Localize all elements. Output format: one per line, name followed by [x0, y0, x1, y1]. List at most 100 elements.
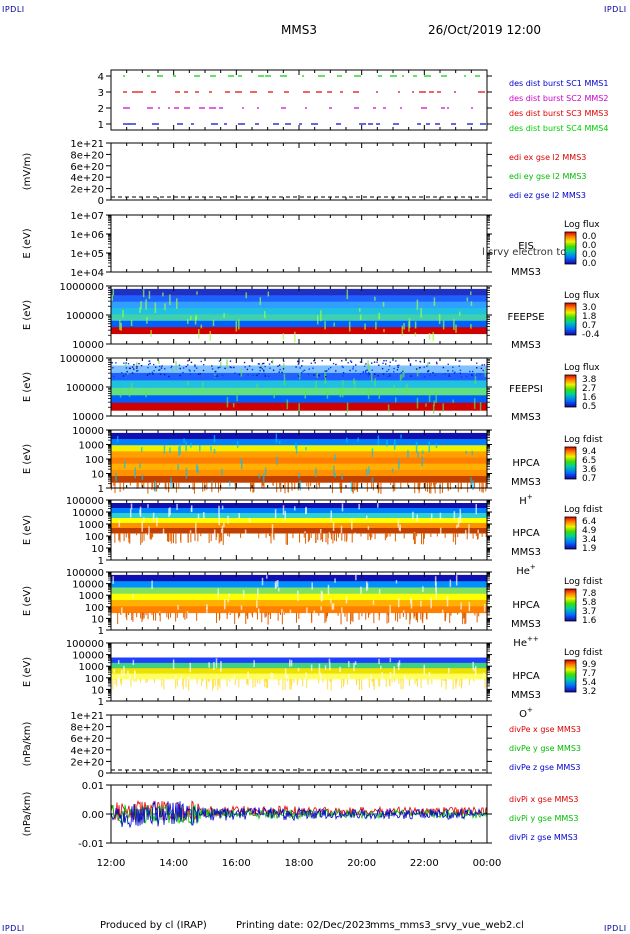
- feepsi-dot: [268, 363, 271, 365]
- heatmap-tail-hpca_h: [279, 482, 281, 488]
- heatmap-tail-hpca_h: [449, 482, 451, 490]
- y-tick-label-hpca_h: 1: [98, 484, 104, 495]
- heatmap-speckle-hpca_he: [189, 530, 192, 535]
- colorbar-value-hpca_he2: 7.8: [582, 589, 597, 599]
- footer-produced-by: Produced by cl (IRAP): [100, 920, 207, 931]
- heatmap-band-feepsi: [111, 387, 487, 396]
- feepsi-dot: [459, 369, 462, 371]
- feepsi-dot: [193, 370, 196, 372]
- heatmap-tail-hpca_o: [444, 678, 446, 682]
- heatmap-speckle-hpca_o: [366, 677, 368, 687]
- spacecraft-label-eis: MMS3: [511, 267, 541, 278]
- heatmap-speckle-hpca_he2: [327, 584, 330, 595]
- heatmap-speckle-hpca_he2: [378, 589, 381, 594]
- heatmap-speckle-feepsi: [226, 396, 229, 408]
- heatmap-speckle-hpca_o: [208, 662, 210, 668]
- heatmap-tail-hpca_h: [340, 482, 342, 493]
- heatmap-speckle-hpca_he2: [227, 598, 229, 603]
- heatmap-tail-hpca_o: [238, 678, 240, 688]
- heatmap-speckle-hpca_h: [357, 437, 359, 442]
- colorbar-hpca_o: [564, 659, 577, 693]
- heatmap-speckle-hpca_h: [415, 442, 418, 453]
- heatmap-tail-hpca_o: [163, 678, 165, 690]
- heatmap-band-hpca_h: [111, 451, 487, 459]
- heatmap-speckle-hpca_he: [197, 513, 200, 520]
- heatmap-tail-hpca_he2: [326, 612, 328, 619]
- heatmap-tail-hpca_h: [310, 482, 312, 487]
- heatmap-tail-hpca_he: [118, 533, 120, 541]
- colorbar-title-eis: Log flux: [564, 220, 600, 230]
- heatmap-tail-hpca_he: [477, 533, 479, 539]
- heatmap-speckle-hpca_o: [353, 662, 355, 672]
- heatmap-tail-hpca_o: [246, 678, 248, 685]
- heatmap-speckle-hpca_he: [139, 509, 141, 515]
- heatmap-tail-hpca_he: [216, 533, 218, 538]
- heatmap-tail-hpca_o: [372, 678, 374, 687]
- heatmap-tail-hpca_o: [420, 678, 422, 689]
- heatmap-tail-hpca_he2: [387, 612, 389, 616]
- heatmap-tail-hpca_he: [394, 533, 396, 542]
- feepsi-dot: [199, 373, 202, 375]
- feepsi-dot: [363, 365, 366, 367]
- heatmap-speckle-hpca_o: [381, 672, 383, 682]
- feepsi-dot: [200, 360, 202, 363]
- legend-divpe-2: divPe z gse MMS3: [509, 763, 580, 772]
- heatmap-tail-hpca_he: [168, 533, 170, 542]
- y-tick-label-hpca_he2: 10: [91, 614, 104, 625]
- heatmap-speckle-feepsi: [416, 368, 419, 377]
- feepsi-dot: [247, 374, 249, 376]
- heatmap-tail-hpca_he2: [337, 612, 339, 616]
- legend-burst-2: des dist burst SC3 MMS3: [509, 109, 608, 118]
- heatmap-tail-hpca_he2: [405, 612, 407, 620]
- heatmap-tail-hpca_h: [467, 482, 469, 493]
- heatmap-tail-hpca_he2: [325, 612, 327, 622]
- y-tick-label-divpe: 4e+20: [70, 746, 104, 757]
- feepsi-dot: [197, 373, 200, 375]
- feepsi-dot: [426, 365, 428, 367]
- colorbar-value-feepse: 1.8: [582, 312, 597, 322]
- feepsi-dot: [297, 363, 300, 365]
- heatmap-tail-hpca_he2: [402, 612, 404, 617]
- heatmap-tail-hpca_he: [200, 533, 202, 537]
- feepsi-dot: [365, 363, 367, 365]
- heatmap-tail-hpca_h: [291, 482, 293, 485]
- heatmap-tail-hpca_he: [292, 533, 294, 539]
- heatmap-tail-hpca_o: [176, 678, 178, 686]
- heatmap-speckle-feepsi: [473, 398, 476, 409]
- feepsi-dot: [131, 372, 134, 374]
- heatmap-speckle-hpca_h: [213, 448, 216, 454]
- heatmap-band-hpca_o: [111, 673, 487, 680]
- feepsi-dot: [194, 365, 196, 368]
- heatmap-speckle-hpca_h: [417, 451, 419, 458]
- feepsi-dot: [366, 373, 368, 375]
- panel-burst: 4 3 2 1 des dist burst SC1 MMS1 des dist burs…: [98, 69, 608, 133]
- heatmap-tail-hpca_he: [172, 533, 174, 542]
- heatmap-band-hpca_he: [111, 518, 487, 524]
- heatmap-speckle-feepse: [320, 310, 322, 322]
- heatmap-tail-hpca_o: [182, 678, 184, 687]
- heatmap-speckle-hpca_he2: [289, 609, 292, 617]
- heatmap-speckle-hpca_he: [274, 509, 277, 519]
- heatmap-tail-hpca_he: [472, 533, 474, 539]
- feepsi-dot: [297, 374, 300, 377]
- y-tick-label-burst: 1: [98, 120, 104, 131]
- heatmap-speckle-feepse: [401, 325, 404, 336]
- heatmap-tail-hpca_he: [190, 533, 192, 543]
- feepsi-dot: [202, 369, 205, 372]
- feepsi-dot: [138, 362, 140, 365]
- heatmap-tail-hpca_o: [212, 678, 214, 691]
- heatmap-speckle-hpca_h: [334, 454, 336, 461]
- heatmap-speckle-hpca_o: [389, 658, 392, 663]
- heatmap-speckle-hpca_h: [371, 477, 374, 483]
- feepsi-dot: [349, 360, 352, 362]
- feepsi-dot: [194, 364, 196, 366]
- heatmap-speckle-hpca_o: [270, 672, 273, 679]
- heatmap-tail-hpca_he2: [397, 612, 399, 622]
- feepsi-dot: [251, 360, 253, 362]
- heatmap-tail-hpca_o: [372, 678, 374, 682]
- heatmap-tail-hpca_o: [302, 678, 304, 687]
- feepsi-dot: [368, 373, 371, 375]
- feepsi-dot: [136, 365, 138, 368]
- heatmap-band-hpca_he2: [111, 581, 487, 588]
- heatmap-speckle-feepse: [112, 289, 115, 296]
